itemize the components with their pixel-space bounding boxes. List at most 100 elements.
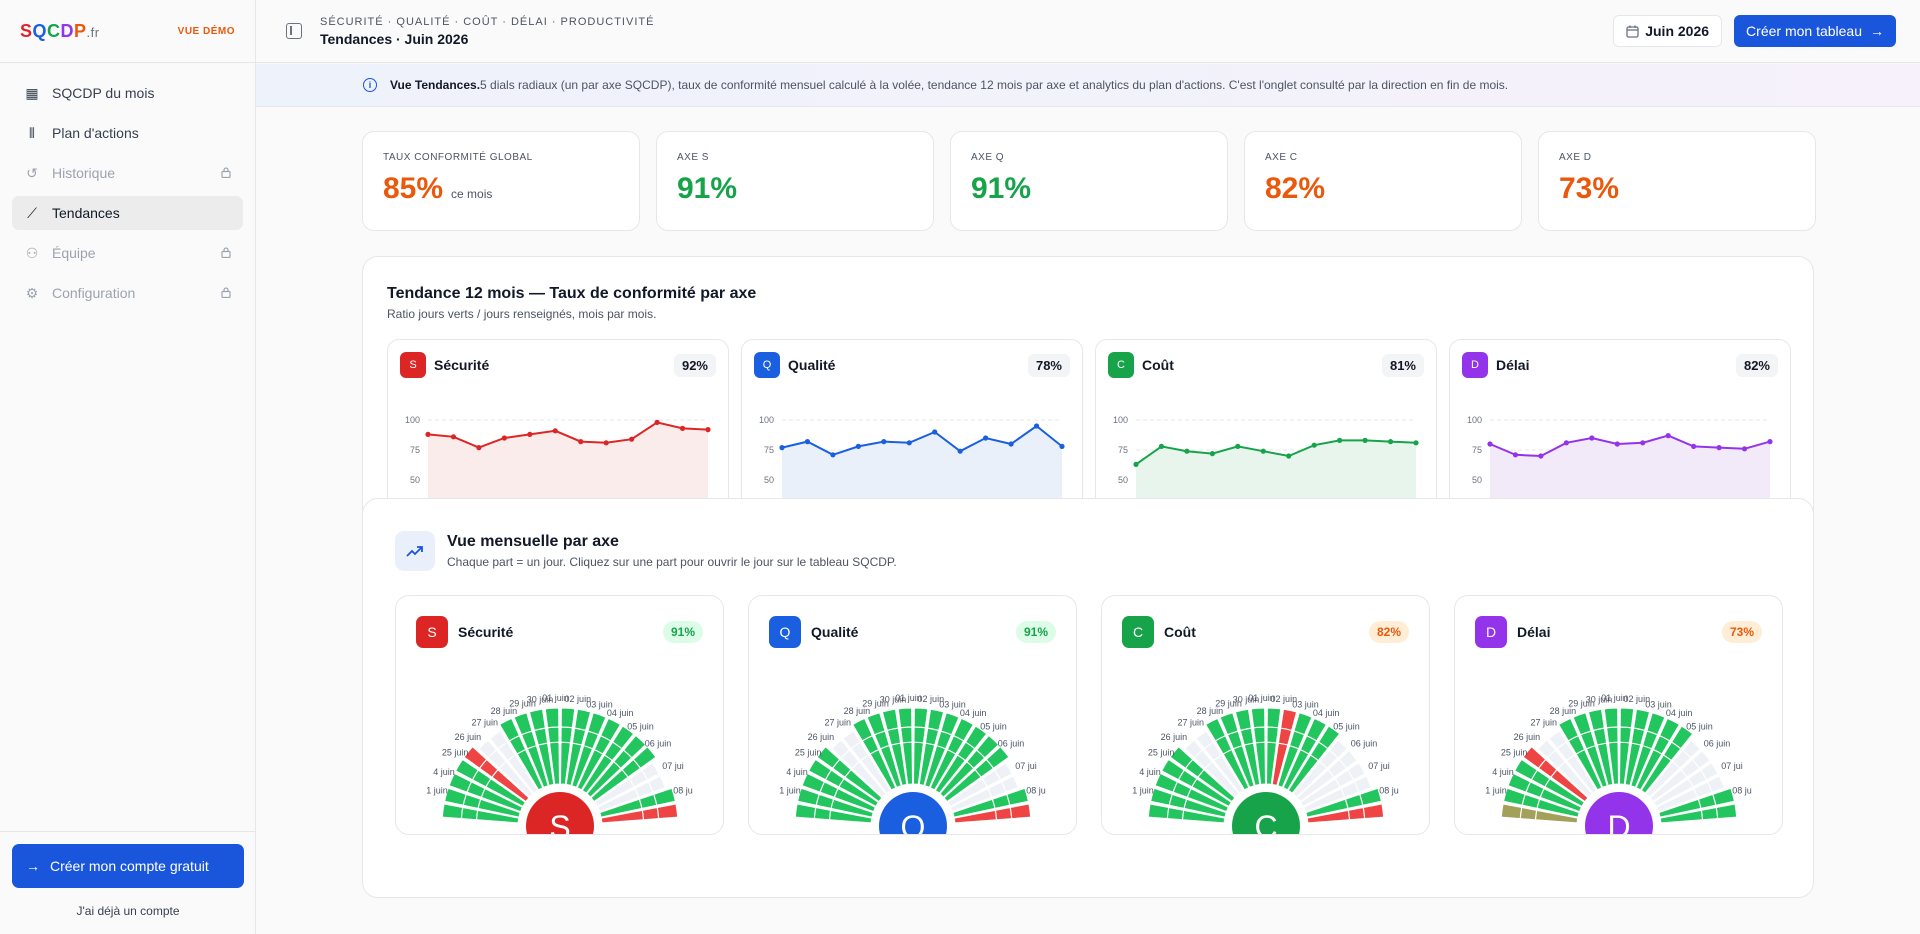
day-slice[interactable]: [816, 746, 883, 803]
day-slice[interactable]: [924, 712, 960, 788]
sidebar-item-5[interactable]: ⚙ Configuration: [12, 276, 243, 310]
trending-up-icon: [395, 531, 435, 571]
day-slice[interactable]: [1652, 762, 1719, 808]
ring-line: [813, 726, 1013, 820]
sidebar-item-1[interactable]: ⫴ Plan d'actions: [12, 116, 243, 150]
day-label: 30 juin: [880, 695, 907, 705]
day-slice[interactable]: [571, 712, 607, 788]
day-slice[interactable]: [929, 717, 974, 791]
day-slice[interactable]: [1503, 787, 1580, 818]
day-slice[interactable]: [1219, 712, 1255, 788]
axis-name: Coût: [1142, 357, 1174, 373]
day-slice[interactable]: [1572, 712, 1608, 788]
day-slice[interactable]: [1558, 717, 1603, 791]
day-slice[interactable]: [842, 730, 892, 794]
day-label: 01 juin: [542, 693, 569, 703]
day-slice[interactable]: [1305, 787, 1382, 818]
day-slice[interactable]: [1277, 712, 1313, 788]
day-slice[interactable]: [444, 787, 521, 818]
day-slice[interactable]: [593, 762, 660, 808]
y-tick-label: 100: [1467, 415, 1482, 425]
day-slice[interactable]: [489, 730, 539, 794]
day-slice[interactable]: [952, 787, 1029, 818]
day-slice[interactable]: [565, 708, 592, 787]
day-slice[interactable]: [1507, 772, 1583, 813]
create-account-button[interactable]: → Créer mon compte gratuit: [12, 844, 244, 888]
day-slice[interactable]: [1302, 775, 1372, 813]
day-slice[interactable]: [1154, 772, 1230, 813]
day-slice[interactable]: [1205, 717, 1250, 791]
day-slice[interactable]: [946, 762, 1013, 808]
axis-percent: 82%: [1735, 353, 1778, 377]
date-picker-button[interactable]: Juin 2026: [1613, 15, 1723, 47]
day-slice[interactable]: [934, 725, 988, 794]
logo[interactable]: SQCDP.fr: [20, 20, 100, 41]
kpi-label: AXE D: [1559, 152, 1592, 163]
sidebar-item-2[interactable]: ↺ Historique: [12, 156, 243, 190]
day-slice[interactable]: [943, 746, 1010, 803]
day-slice[interactable]: [1640, 725, 1694, 794]
day-slice[interactable]: [1658, 787, 1735, 818]
login-link[interactable]: J'ai déjà un compte: [76, 904, 180, 918]
data-point: [578, 439, 584, 445]
day-slice[interactable]: [797, 787, 874, 818]
sidebar-bottom: → Créer mon compte gratuit J'ai déjà un …: [0, 831, 256, 934]
day-label: 07 jui: [1015, 761, 1037, 771]
day-slice[interactable]: [1624, 708, 1651, 787]
day-slice[interactable]: [881, 708, 908, 787]
day-slice[interactable]: [513, 712, 549, 788]
day-slice[interactable]: [1548, 730, 1598, 794]
day-slice[interactable]: [1195, 730, 1245, 794]
day-slice[interactable]: [1635, 717, 1680, 791]
day-slice[interactable]: [1587, 708, 1614, 787]
data-point: [1487, 441, 1493, 447]
day-label: 28 juin: [1197, 706, 1224, 716]
day-slice[interactable]: [801, 772, 877, 813]
day-slice[interactable]: [1234, 708, 1261, 787]
day-slice[interactable]: [1271, 708, 1298, 787]
day-label: 4 juin: [786, 767, 808, 777]
day-slice[interactable]: [1282, 717, 1327, 791]
day-slice[interactable]: [499, 717, 544, 791]
trend-subtitle: Ratio jours verts / jours renseignés, mo…: [387, 307, 657, 321]
day-label: 29 juin: [509, 699, 536, 709]
day-slice[interactable]: [596, 775, 666, 813]
day-slice[interactable]: [1299, 762, 1366, 808]
day-slice[interactable]: [599, 787, 676, 818]
collapse-sidebar-icon[interactable]: [286, 23, 302, 39]
day-slice[interactable]: [949, 775, 1019, 813]
monthly-panel: Vue mensuelle par axe Chaque part = un j…: [362, 498, 1814, 898]
day-slice[interactable]: [590, 746, 657, 803]
data-point: [1133, 461, 1139, 467]
dial-card: S Sécurité 91% S 1 juin 4 juin 25 juin 26 juin 2…: [395, 595, 724, 835]
day-slice[interactable]: [939, 734, 1000, 798]
sidebar-item-0[interactable]: ▦ SQCDP du mois: [12, 76, 243, 110]
day-slice[interactable]: [463, 746, 530, 803]
day-slice[interactable]: [576, 717, 621, 791]
day-slice[interactable]: [448, 772, 524, 813]
day-slice[interactable]: [1287, 725, 1341, 794]
day-label: 1 juin: [1132, 786, 1154, 796]
day-slice[interactable]: [918, 708, 945, 787]
day-slice[interactable]: [581, 725, 635, 794]
day-slice[interactable]: [454, 758, 527, 808]
day-slice[interactable]: [807, 758, 880, 808]
day-slice[interactable]: [866, 712, 902, 788]
day-slice[interactable]: [586, 734, 647, 798]
day-slice[interactable]: [852, 717, 897, 791]
day-slice[interactable]: [1655, 775, 1725, 813]
day-slice[interactable]: [1160, 758, 1233, 808]
day-slice[interactable]: [1150, 787, 1227, 818]
sidebar-item-4[interactable]: ⚇ Équipe: [12, 236, 243, 270]
axis-name: Délai: [1517, 624, 1551, 640]
day-slice[interactable]: [1630, 712, 1666, 788]
create-board-button[interactable]: Créer mon tableau →: [1734, 15, 1896, 47]
day-slice[interactable]: [1513, 758, 1586, 808]
day-slice[interactable]: [528, 708, 555, 787]
day-slice[interactable]: [1169, 746, 1236, 803]
sidebar-item-3[interactable]: ⟋ Tendances: [12, 196, 243, 230]
day-slice[interactable]: [1522, 746, 1589, 803]
